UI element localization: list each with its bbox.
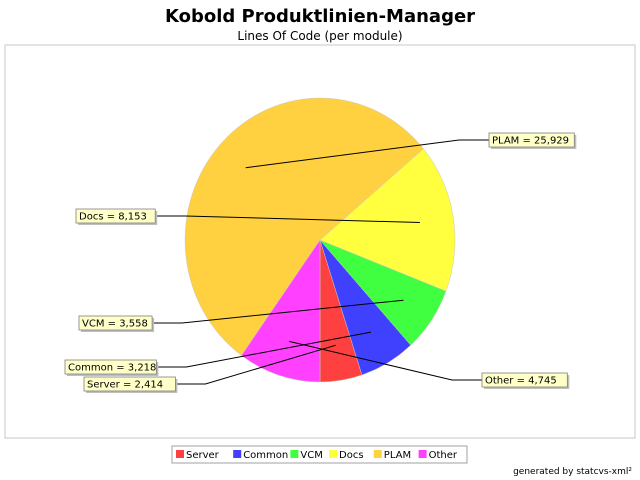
legend-swatch-docs <box>329 450 337 458</box>
legend <box>171 445 468 464</box>
chart-subtitle: Lines Of Code (per module) <box>237 29 402 43</box>
leader-line-vcm <box>152 299 404 324</box>
slice-label-plam: PLAM = 25,929 <box>492 136 569 147</box>
leader-line-common <box>156 331 371 368</box>
leader-line-plam <box>245 139 489 169</box>
slice-label-server: Server = 2,414 <box>87 380 163 391</box>
slices-group <box>184 97 456 383</box>
slice-label-box-common <box>64 359 157 375</box>
pie-slice-plam <box>184 97 424 356</box>
slice-label-other: Other = 4,745 <box>485 376 557 387</box>
slice-label-vcm: VCM = 3,558 <box>82 319 148 330</box>
legend-items: Server Common VCM Docs PLAM Other <box>176 450 458 461</box>
leader-line-other <box>288 340 482 381</box>
pie-slice-docs <box>319 148 456 292</box>
legend-swatch-plam <box>373 450 382 458</box>
leader-line-server <box>175 344 337 385</box>
legend-swatch-other <box>418 450 427 458</box>
slice-label-common: Common = 3,218 <box>68 363 156 374</box>
legend-swatch-server <box>176 450 184 458</box>
chart-title: Kobold Produktlinien-Manager <box>165 6 475 27</box>
legend-label-common: Common <box>243 450 288 461</box>
footer-credit: generated by statcvs-xml² <box>513 467 632 477</box>
slice-label-box-vcm <box>78 315 153 331</box>
slice-label-box-server <box>83 376 176 392</box>
legend-label-docs: Docs <box>339 450 364 461</box>
slice-label-docs: Docs = 8,153 <box>79 212 147 223</box>
legend-label-server: Server <box>186 450 220 461</box>
legend-label-vcm: VCM <box>300 450 322 461</box>
legend-swatch-vcm <box>290 450 299 458</box>
slice-label-box-plam <box>488 132 575 148</box>
legend-label-plam: PLAM <box>384 450 411 461</box>
slice-label-box-other <box>481 372 568 388</box>
labels-group: Server = 2,414 Common = 3,218 VCM = 3,558 D… <box>64 132 577 393</box>
slice-label-box-docs <box>75 208 156 224</box>
leader-line-docs <box>155 215 420 223</box>
legend-swatch-common <box>233 450 242 458</box>
legend-label-other: Other <box>429 450 458 461</box>
